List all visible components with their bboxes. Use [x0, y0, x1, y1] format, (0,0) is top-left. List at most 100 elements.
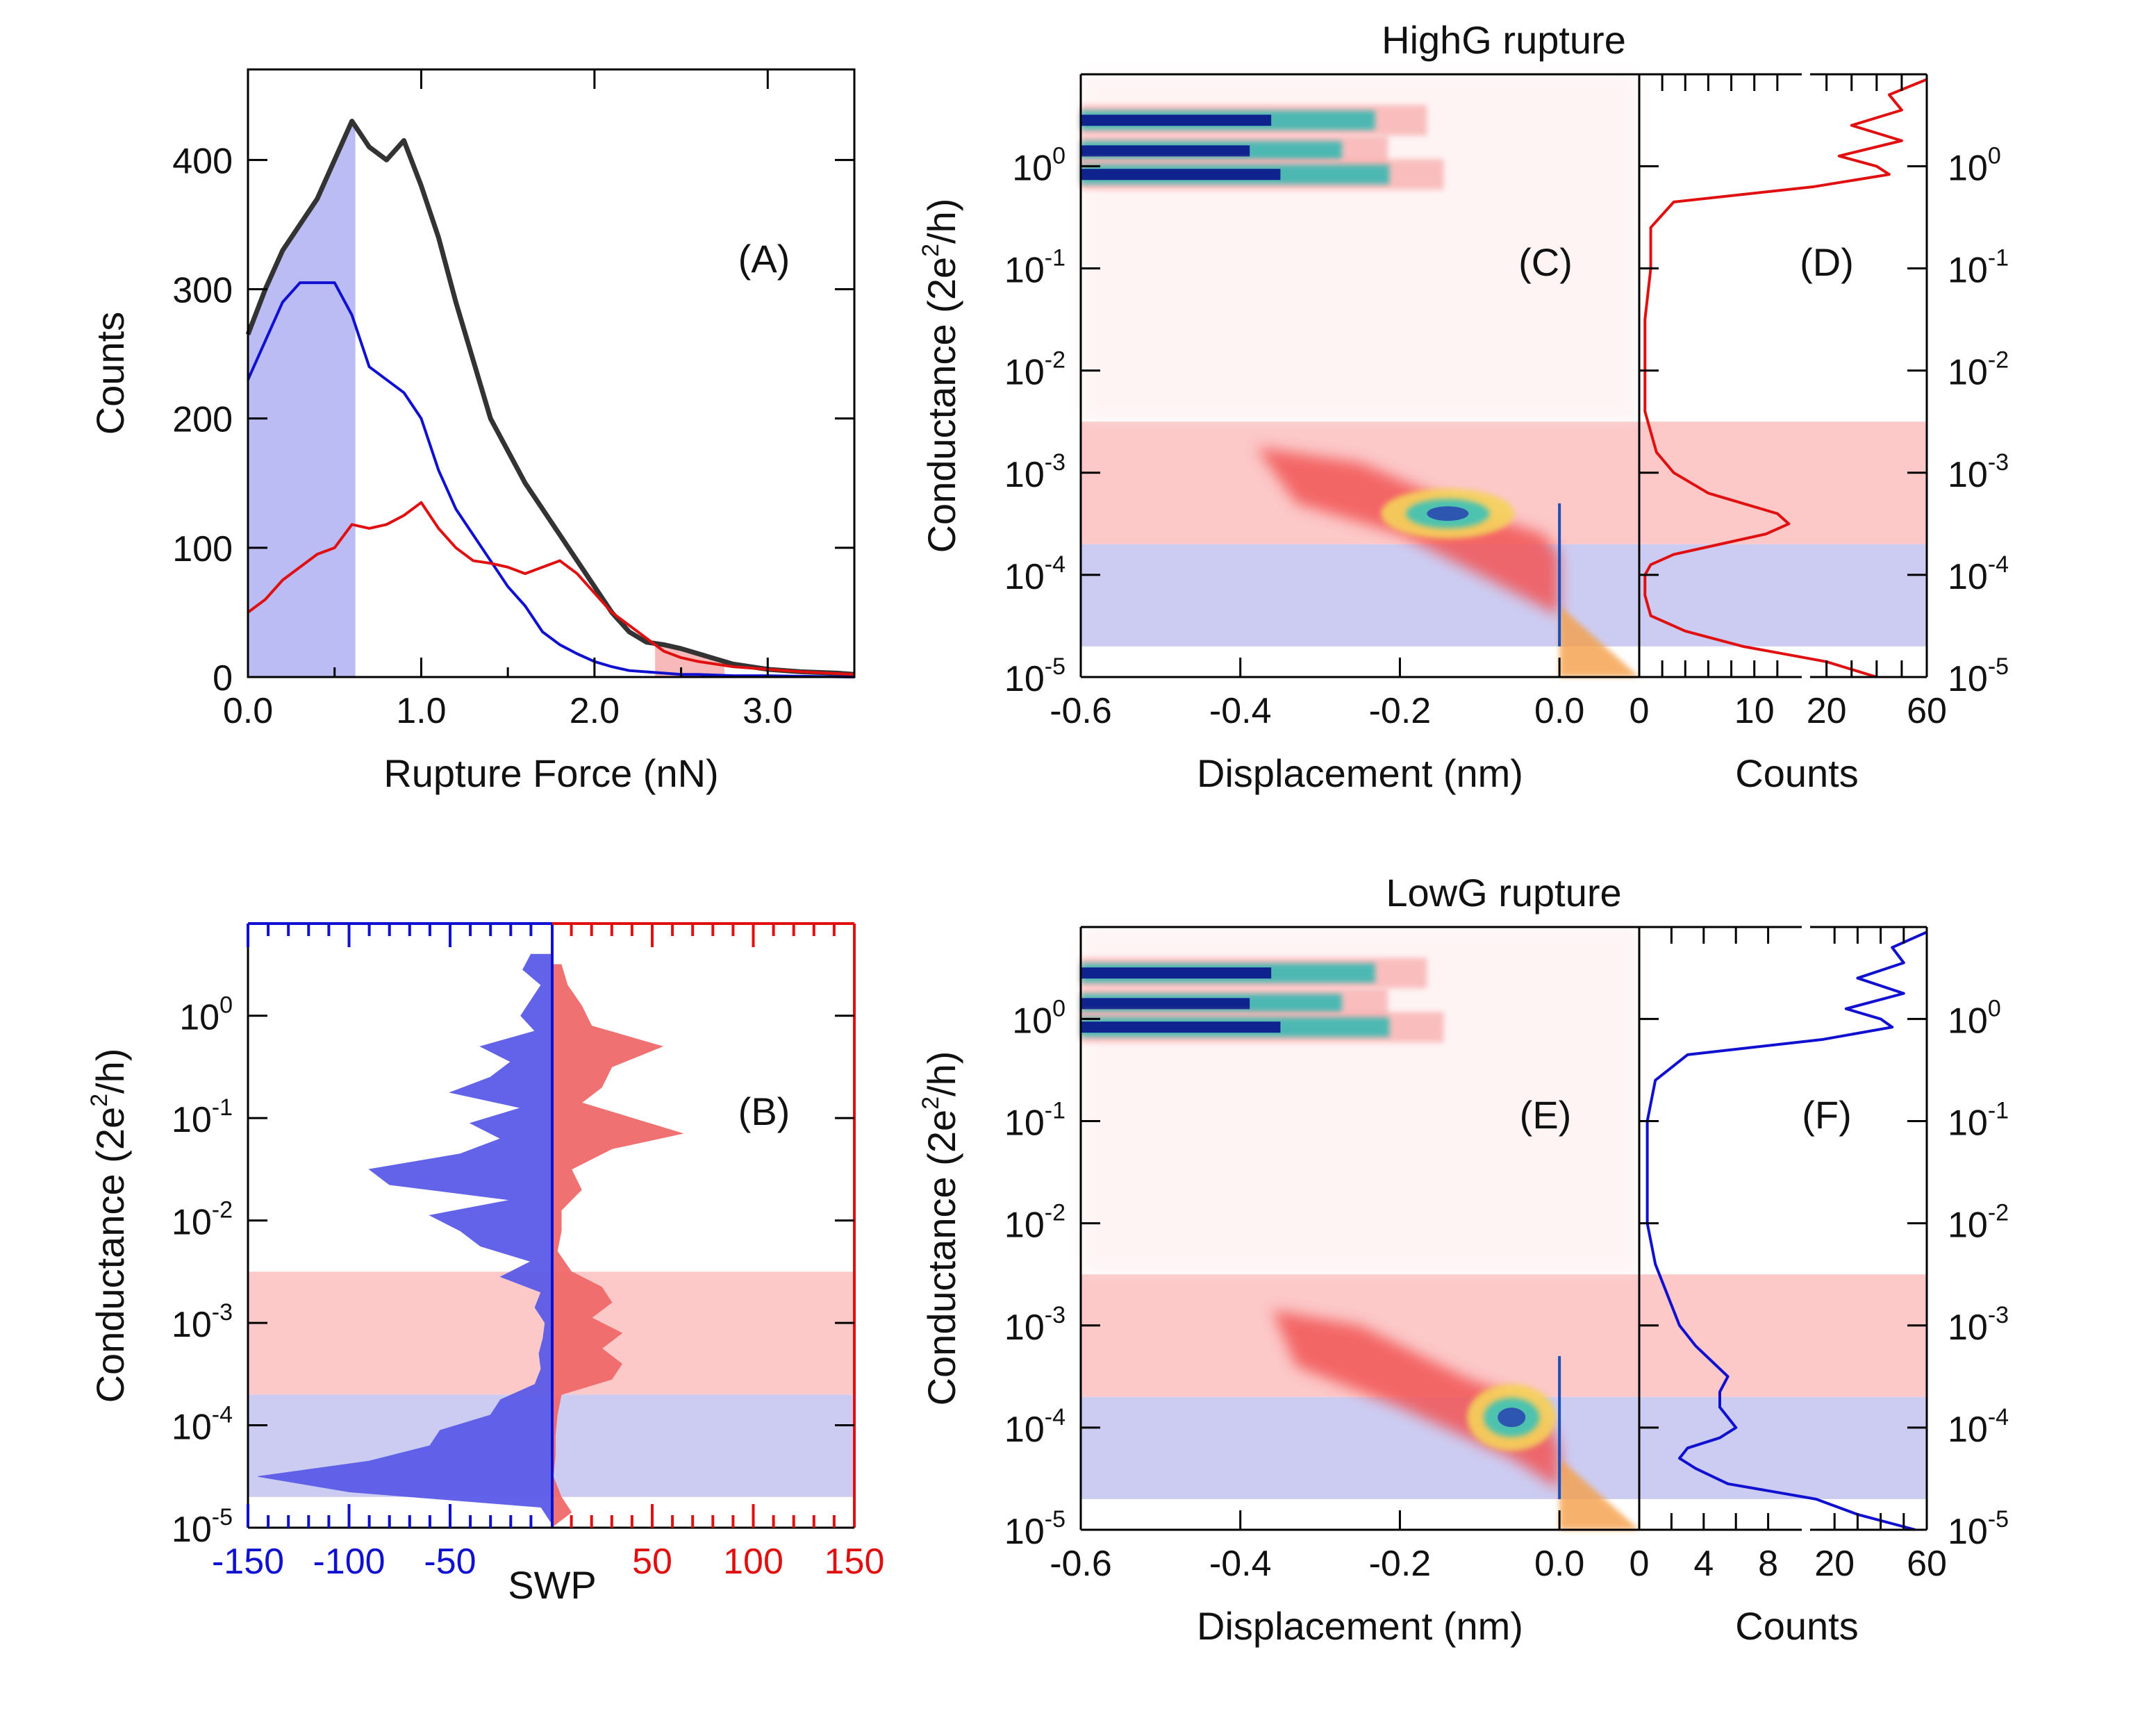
panel-b-xtick-label-left-0: -150	[212, 1542, 284, 1582]
panel-f-ytick-label-2: 10-2	[1948, 1200, 2009, 1246]
panel-e-plateau-core-2	[1081, 1021, 1281, 1033]
panel-e-tail	[1559, 1458, 1639, 1530]
panel-d-highg-1d-histogram: 0 10 20 60 100 10-1 10-2 10-3 10-4 10-5 Counts (D)	[1630, 73, 2009, 795]
panel-b-xtick-label-right-1: 100	[723, 1542, 783, 1582]
panel-e-ytick-label-2: 10-2	[1004, 1200, 1065, 1246]
panel-f-lowG-1d-hist	[1645, 930, 1927, 1531]
panel-e-ytick-label-5: 10-5	[1004, 1506, 1065, 1552]
panel-c-ytick-label-0: 100	[1012, 142, 1065, 188]
panel-b-ytick-label-1: 10-1	[172, 1094, 233, 1140]
panel-b-negative-SWP	[258, 953, 553, 1524]
series-total	[245, 118, 855, 677]
panel-a-ytick-label-0: 0	[213, 658, 233, 699]
panel-c-plateau-core-1	[1081, 145, 1250, 157]
panel-a-rupture-force-histogram: 0.0 1.0 2.0 3.0 0 100 200 300 400 Rupture Force (…	[88, 68, 856, 795]
panel-e-ytick-label-0: 100	[1012, 995, 1065, 1041]
panel-b-ytick-label-4: 10-4	[172, 1402, 233, 1448]
series-highG	[247, 501, 855, 676]
panel-b-xtick-label-right-0: 50	[632, 1542, 672, 1582]
panel-c-ytick-label-5: 10-5	[1004, 653, 1065, 699]
panel-b-ytick-label-0: 100	[179, 992, 233, 1038]
panel-a-frame	[247, 68, 856, 678]
panel-f-xtick-label-4: 60	[1907, 1544, 1947, 1584]
panel-b-label: (B)	[738, 1090, 790, 1133]
panel-d-label: (D)	[1800, 240, 1854, 284]
panel-d-highG-1d-hist	[1643, 78, 1927, 678]
panel-c-xtick-label-2: -0.2	[1369, 691, 1432, 731]
panel-e-xtick-label-0: -0.6	[1050, 1544, 1112, 1584]
panel-f-ytick-label-3: 10-3	[1948, 1302, 2009, 1348]
panel-a-xtick-label-0: 0.0	[223, 691, 273, 731]
panel-a-xtick-label-1: 1.0	[396, 691, 446, 731]
panel-e-highG-band	[1081, 1274, 1927, 1397]
panel-c-ytick-label-1: 10-1	[1004, 245, 1065, 291]
panel-c-title: HighG rupture	[1382, 18, 1626, 62]
panel-f-ytick-label-0: 100	[1948, 995, 2001, 1041]
panel-c-xtick-label-3: 0.0	[1534, 691, 1584, 731]
panel-d-xtick-label-2: 20	[1807, 691, 1847, 731]
panel-e-cloud-core	[1498, 1408, 1526, 1428]
panel-a-ytick-label-4: 400	[172, 141, 233, 181]
panel-e-ytick-label-1: 10-1	[1004, 1098, 1065, 1144]
panel-c-ytick-label-3: 10-3	[1004, 449, 1065, 495]
panel-f-ytick-label-5: 10-5	[1948, 1506, 2009, 1552]
panel-f-lowg-1d-histogram: 0 4 8 20 60 100 10-1 10-2 10-3 10-4 10-5 Counts (F)	[1630, 926, 2009, 1648]
panel-b-ytick-label-2: 10-2	[172, 1197, 233, 1243]
panel-c-ytick-label-4: 10-4	[1004, 551, 1065, 597]
panel-e-ylabel: Conductance (2e2/h)	[918, 1051, 963, 1406]
panel-a-xlabel: Rupture Force (nN)	[383, 751, 718, 795]
panel-f-ytick-label-1: 10-1	[1948, 1098, 2009, 1144]
panel-b-xtick-label-left-1: -100	[313, 1542, 385, 1582]
panel-d-xtick-label-1: 10	[1734, 691, 1775, 731]
panel-e-plateau-core-0	[1081, 967, 1272, 979]
panel-c-tail	[1559, 606, 1639, 677]
panel-c-highg-2d-histogram: -0.6 -0.4 -0.2 0.010010-110-210-310-410-5Di…	[918, 18, 1927, 795]
panel-c-xtick-label-1: -0.4	[1209, 691, 1272, 731]
panel-f-xtick-label-1: 4	[1693, 1544, 1714, 1584]
panel-a-ytick-label-1: 100	[172, 529, 233, 569]
panel-b-ytick-label-5: 10-5	[172, 1504, 233, 1550]
panel-e-plateau-core-1	[1081, 998, 1250, 1010]
panel-d-xtick-label-0: 0	[1630, 691, 1650, 731]
panel-a-xtick-label-3: 3.0	[743, 691, 793, 731]
panel-a-ytick-label-3: 300	[172, 270, 233, 310]
panel-f-ytick-label-4: 10-4	[1948, 1404, 2009, 1450]
panel-d-ytick-label-1: 10-1	[1948, 245, 2009, 291]
panel-c-plateau-core-0	[1081, 115, 1272, 126]
panel-c-label: (C)	[1518, 240, 1573, 284]
panel-b-positive-SWP	[550, 964, 684, 1528]
panel-c-xlabel: Displacement (nm)	[1197, 751, 1523, 795]
panel-d-ytick-label-3: 10-3	[1948, 449, 2009, 495]
panel-d-ytick-label-5: 10-5	[1948, 653, 2009, 699]
panel-c-plateau-core-2	[1081, 169, 1281, 181]
panel-e-ytick-label-3: 10-3	[1004, 1302, 1065, 1348]
panel-d-ytick-label-0: 100	[1948, 142, 2001, 188]
panel-a-xtick-label-2: 2.0	[570, 691, 620, 731]
panel-c-cloud-core	[1427, 506, 1469, 521]
panel-b-swp-profile: -150 -100 -50 50 100 150 100 10-1 10-2 10-3 10-4 10…	[86, 922, 884, 1607]
panel-b-ylabel: Conductance (2e2/h)	[86, 1049, 132, 1403]
series-lowG	[247, 281, 855, 678]
panel-d-xlabel: Counts	[1735, 751, 1858, 795]
panel-b-xtick-label-left-2: -50	[424, 1542, 476, 1582]
panel-a-ylabel: Counts	[88, 312, 132, 435]
panel-e-label: (E)	[1520, 1093, 1572, 1137]
panel-a-label: (A)	[738, 237, 790, 281]
panel-e-title: LowG rupture	[1386, 871, 1621, 915]
panel-c-ytick-label-2: 10-2	[1004, 347, 1065, 393]
panel-c-xtick-label-0: -0.6	[1050, 691, 1112, 731]
panel-c-ylabel: Conductance (2e2/h)	[918, 199, 963, 553]
panel-e-ytick-label-4: 10-4	[1004, 1404, 1065, 1450]
panel-e-xlabel: Displacement (nm)	[1197, 1604, 1523, 1648]
panel-f-xtick-label-0: 0	[1630, 1544, 1650, 1584]
panel-b-xlabel: SWP	[508, 1563, 597, 1607]
low-force-region	[248, 121, 356, 677]
panel-e-xtick-label-3: 0.0	[1534, 1544, 1584, 1584]
panel-e-xtick-label-2: -0.2	[1369, 1544, 1432, 1584]
panel-b-ytick-label-3: 10-3	[172, 1299, 233, 1345]
panel-f-xtick-label-2: 8	[1758, 1544, 1778, 1584]
panel-d-xtick-label-3: 60	[1907, 691, 1947, 731]
panel-f-xlabel: Counts	[1735, 1604, 1858, 1648]
panel-d-ytick-label-4: 10-4	[1948, 551, 2009, 597]
